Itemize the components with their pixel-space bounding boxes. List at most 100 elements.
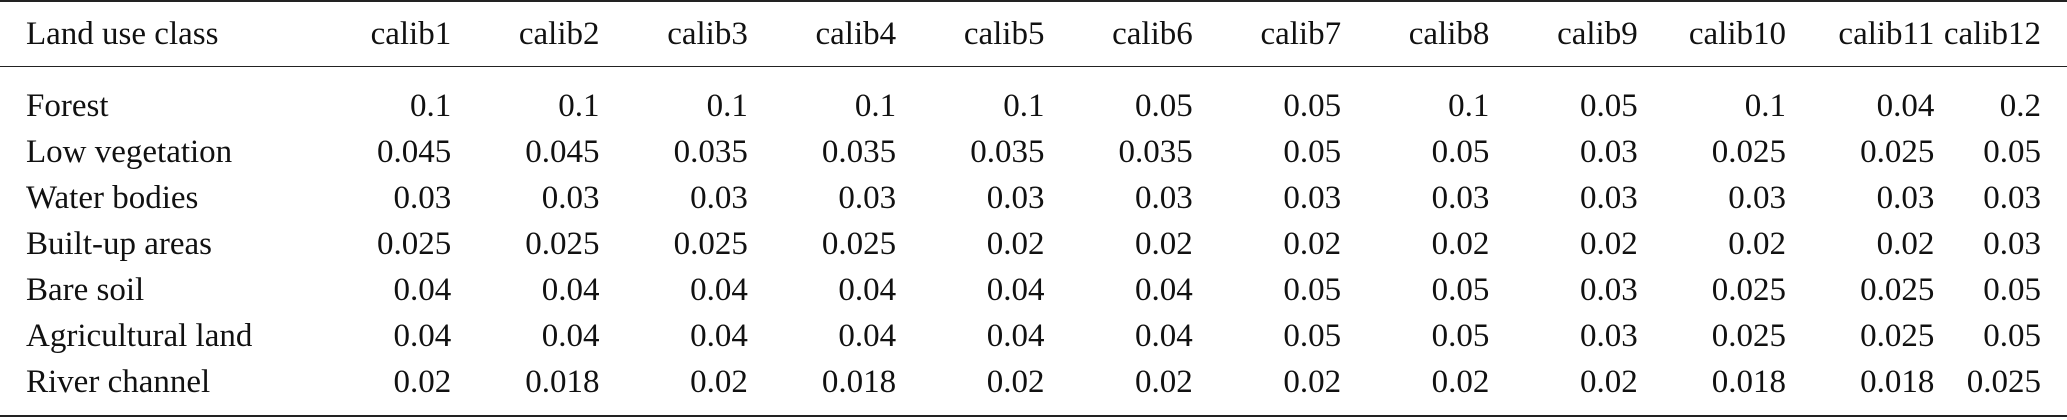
table-cell: 0.03 xyxy=(1579,133,1638,170)
table-row: River channel 0.02 0.018 0.02 0.018 0.02 0.02 0… xyxy=(0,359,2067,417)
table-cell: 0.025 xyxy=(1711,317,1787,354)
table-cell: 0.025 xyxy=(1860,271,1935,308)
table-cell: 0.05 xyxy=(1283,133,1342,170)
table-cell: 0.035 xyxy=(1118,133,1193,170)
table-cell: 0.025 xyxy=(1860,317,1935,354)
header-row: Land use class calib1 calib2 calib3 calib4 ca… xyxy=(0,0,2067,67)
column-header-calib10: calib10 xyxy=(1637,0,1787,67)
table-cell: 0.03 xyxy=(1431,179,1490,216)
table-cell: 0.03 xyxy=(1876,179,1935,216)
table-cell: 0.045 xyxy=(376,133,452,170)
table-cell: 0.2 xyxy=(1999,87,2041,124)
table-cell: 0.018 xyxy=(1637,359,1787,417)
table-cell: 0.02 xyxy=(1431,225,1490,262)
table-cell: 0.02 xyxy=(1579,225,1638,262)
table-cell: 0.02 xyxy=(1728,225,1787,262)
table-cell: 0.04 xyxy=(393,317,452,354)
table-cell: 0.1 xyxy=(1448,87,1490,124)
row-label: Water bodies xyxy=(26,179,199,216)
table-cell: 0.025 xyxy=(673,225,748,262)
table-cell: 0.03 xyxy=(1579,179,1638,216)
table-body: Forest 0.1 0.1 0.1 0.1 0.1 0.05 0.05 0.1 0.05 0.1 0… xyxy=(0,67,2067,417)
table-cell: 0.025 xyxy=(1860,133,1935,170)
table-cell: 0.05 xyxy=(1983,271,2041,308)
table-cell: 0.02 xyxy=(986,225,1045,262)
table-cell: 0.02 xyxy=(1341,359,1490,417)
table-cell: 0.05 xyxy=(1283,87,1342,124)
table-cell: 0.02 xyxy=(1192,359,1342,417)
table-cell: 0.05 xyxy=(1283,271,1342,308)
table-cell: 0.05 xyxy=(1135,87,1193,124)
row-label: Forest xyxy=(26,87,109,124)
table-cell: 0.04 xyxy=(838,317,897,354)
column-header-calib9: calib9 xyxy=(1489,0,1638,67)
table-cell: 0.03 xyxy=(1135,179,1193,216)
table-cell: 0.04 xyxy=(393,271,452,308)
table-cell: 0.04 xyxy=(1135,271,1193,308)
row-label: Low vegetation xyxy=(26,133,233,170)
table-cell: 0.03 xyxy=(1728,179,1787,216)
column-header-calib1: calib1 xyxy=(302,0,452,67)
table-cell: 0.02 xyxy=(1876,225,1935,262)
column-header-calib6: calib6 xyxy=(1044,0,1193,67)
table-cell: 0.03 xyxy=(838,179,897,216)
row-label: Built-up areas xyxy=(26,225,213,262)
table-cell: 0.018 xyxy=(451,359,600,417)
table-cell: 0.1 xyxy=(854,87,897,124)
table-cell: 0.03 xyxy=(1579,271,1638,308)
table-header: Land use class calib1 calib2 calib3 calib4 ca… xyxy=(0,0,2067,67)
table-row: Water bodies 0.03 0.03 0.03 0.03 0.03 0.03 0.03… xyxy=(0,175,2067,221)
table-cell: 0.025 xyxy=(821,225,897,262)
table-cell: 0.025 xyxy=(376,225,452,262)
table-cell: 0.03 xyxy=(1579,317,1638,354)
table-cell: 0.03 xyxy=(690,179,748,216)
table-cell: 0.035 xyxy=(970,133,1045,170)
row-label: Agricultural land xyxy=(26,317,253,354)
table-cell: 0.04 xyxy=(541,317,600,354)
table-cell: 0.02 xyxy=(896,359,1045,417)
table-cell: 0.02 xyxy=(1135,225,1193,262)
table-cell: 0.03 xyxy=(541,179,600,216)
table-cell: 0.1 xyxy=(558,87,600,124)
table-cell: 0.035 xyxy=(673,133,748,170)
table-cell: 0.025 xyxy=(1711,271,1787,308)
column-header-calib2: calib2 xyxy=(451,0,600,67)
column-header-calib8: calib8 xyxy=(1341,0,1490,67)
table-cell: 0.1 xyxy=(1744,87,1787,124)
table-cell: 0.03 xyxy=(1983,179,2041,216)
table-cell: 0.03 xyxy=(986,179,1045,216)
table-cell: 0.02 xyxy=(1044,359,1193,417)
table-cell: 0.04 xyxy=(690,317,748,354)
table-cell: 0.04 xyxy=(541,271,600,308)
table-cell: 0.035 xyxy=(821,133,897,170)
table-row: Bare soil 0.04 0.04 0.04 0.04 0.04 0.04 0.05 0.0… xyxy=(0,267,2067,313)
table-cell: 0.02 xyxy=(1283,225,1342,262)
table-cell: 0.1 xyxy=(706,87,748,124)
table-cell: 0.045 xyxy=(525,133,600,170)
table-cell: 0.025 xyxy=(1711,133,1787,170)
column-header-calib4: calib4 xyxy=(747,0,897,67)
table-cell: 0.05 xyxy=(1579,87,1638,124)
table-cell: 0.02 xyxy=(302,359,452,417)
table-cell: 0.04 xyxy=(986,271,1045,308)
table-cell: 0.05 xyxy=(1283,317,1342,354)
table-cell: 0.03 xyxy=(1983,225,2041,262)
table-row: Built-up areas 0.025 0.025 0.025 0.025 0.02 0.… xyxy=(0,221,2067,267)
column-header-calib11: calib11 xyxy=(1786,0,1935,67)
column-header-calib12: calib12 xyxy=(1934,0,2067,67)
row-label: Bare soil xyxy=(26,271,145,308)
table-cell: 0.05 xyxy=(1983,133,2041,170)
table-cell: 0.03 xyxy=(393,179,452,216)
table-cell: 0.02 xyxy=(599,359,748,417)
table-cell: 0.04 xyxy=(1135,317,1193,354)
table-cell: 0.02 xyxy=(1489,359,1638,417)
table-cell: 0.04 xyxy=(1876,87,1935,124)
table-cell: 0.04 xyxy=(690,271,748,308)
table-cell: 0.018 xyxy=(747,359,897,417)
column-header-calib3: calib3 xyxy=(599,0,748,67)
table-cell: 0.03 xyxy=(1283,179,1342,216)
table-cell: 0.05 xyxy=(1431,317,1490,354)
table-cell: 0.025 xyxy=(1934,359,2067,417)
